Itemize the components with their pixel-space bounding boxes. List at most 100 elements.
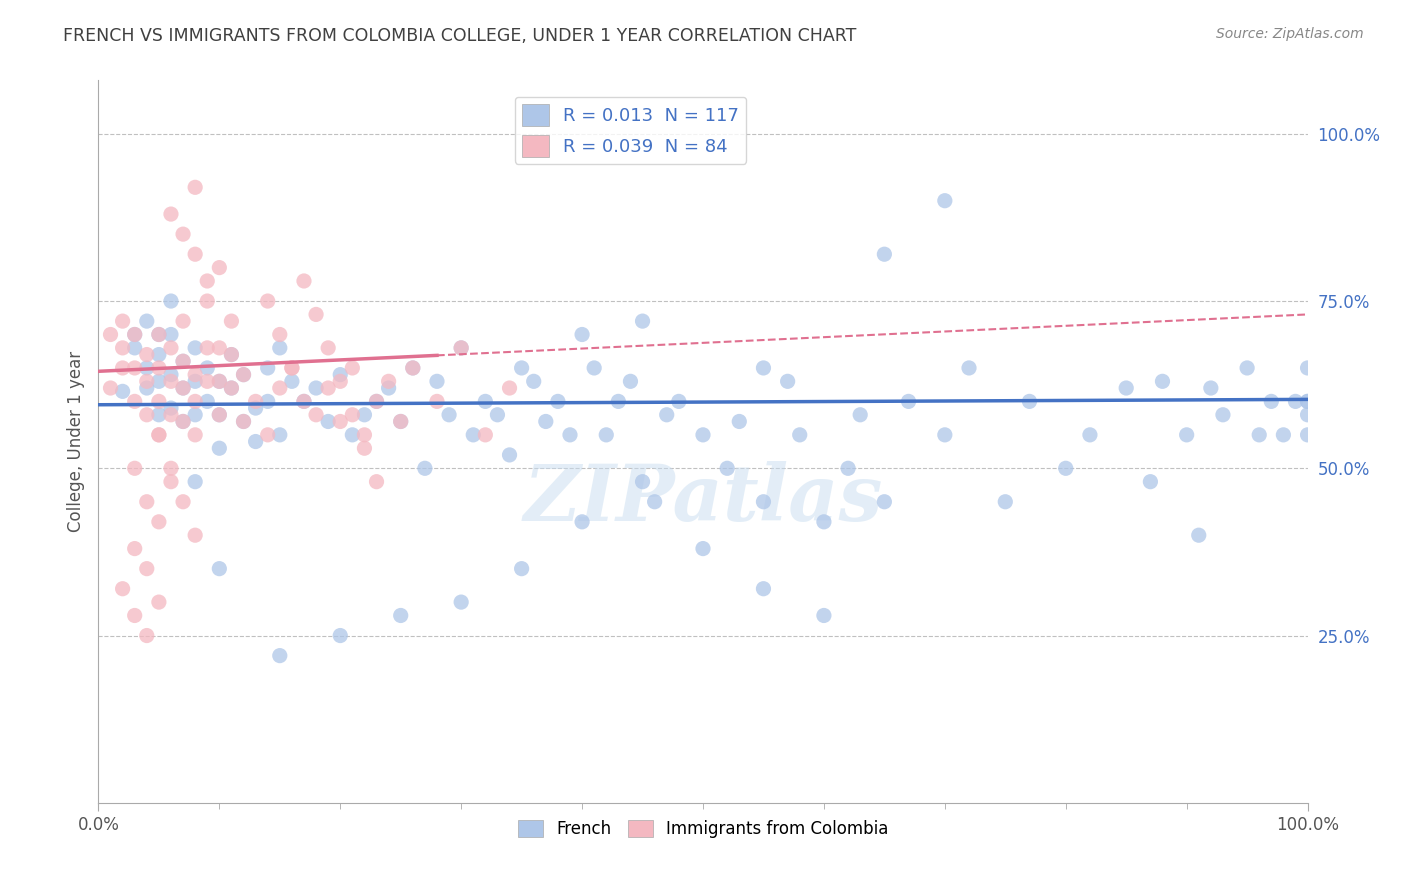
Point [1018, 394, 1040, 409]
Text: FRENCH VS IMMIGRANTS FROM COLOMBIA COLLEGE, UNDER 1 YEAR CORRELATION CHART: FRENCH VS IMMIGRANTS FROM COLOMBIA COLLE… [63, 27, 856, 45]
Point [595, 427, 617, 442]
Point [148, 361, 170, 376]
Point [135, 361, 157, 376]
Point [111, 384, 134, 399]
Point [160, 207, 183, 221]
Point [172, 381, 194, 395]
Point [148, 348, 170, 362]
Point [1212, 408, 1234, 422]
Point [329, 414, 352, 429]
Point [208, 408, 231, 422]
Point [1284, 394, 1306, 409]
Point [849, 408, 872, 422]
Point [510, 361, 533, 376]
Point [571, 327, 593, 342]
Point [195, 375, 218, 389]
Point [281, 361, 304, 376]
Text: Source: ZipAtlas.com: Source: ZipAtlas.com [1216, 27, 1364, 41]
Point [111, 341, 134, 355]
Point [160, 327, 183, 342]
Point [208, 375, 231, 389]
Point [100, 381, 122, 395]
Point [148, 375, 170, 389]
Point [631, 475, 654, 489]
Point [160, 294, 183, 309]
Point [389, 608, 412, 623]
Point [124, 327, 146, 342]
Point [402, 361, 425, 376]
Point [135, 375, 157, 389]
Point [1054, 461, 1077, 475]
Point [172, 314, 194, 328]
Point [256, 427, 278, 442]
Point [329, 368, 352, 382]
Point [195, 394, 218, 409]
Point [752, 361, 775, 376]
Point [366, 475, 388, 489]
Point [1078, 427, 1101, 442]
Point [1115, 381, 1137, 395]
Point [1296, 408, 1319, 422]
Point [813, 608, 835, 623]
Point [245, 434, 267, 449]
Y-axis label: College, Under 1 year: College, Under 1 year [66, 351, 84, 533]
Point [305, 307, 328, 322]
Point [100, 327, 122, 342]
Point [221, 381, 243, 395]
Point [558, 427, 581, 442]
Point [1296, 394, 1319, 409]
Point [752, 494, 775, 508]
Point [195, 341, 218, 355]
Point [1139, 475, 1161, 489]
Point [1188, 528, 1211, 542]
Point [281, 361, 304, 376]
Point [184, 528, 207, 542]
Point [160, 461, 183, 475]
Point [413, 461, 436, 475]
Point [124, 608, 146, 623]
Point [172, 381, 194, 395]
Point [837, 461, 859, 475]
Point [124, 394, 146, 409]
Point [316, 414, 339, 429]
Legend: French, Immigrants from Colombia: French, Immigrants from Colombia [510, 814, 896, 845]
Point [389, 414, 412, 429]
Point [474, 427, 496, 442]
Point [342, 427, 364, 442]
Point [221, 381, 243, 395]
Point [1175, 427, 1198, 442]
Point [172, 414, 194, 429]
Point [184, 408, 207, 422]
Point [135, 562, 157, 576]
Point [510, 562, 533, 576]
Point [934, 194, 956, 208]
Point [934, 427, 956, 442]
Point [148, 427, 170, 442]
Point [184, 368, 207, 382]
Point [195, 361, 218, 376]
Point [124, 361, 146, 376]
Point [269, 381, 291, 395]
Point [135, 408, 157, 422]
Point [1236, 361, 1258, 376]
Point [184, 341, 207, 355]
Point [135, 314, 157, 328]
Point [692, 541, 714, 556]
Point [486, 408, 509, 422]
Point [184, 427, 207, 442]
Point [1152, 375, 1174, 389]
Point [498, 448, 520, 462]
Point [498, 381, 520, 395]
Point [1199, 381, 1222, 395]
Point [607, 394, 630, 409]
Point [208, 408, 231, 422]
Point [135, 628, 157, 642]
Point [148, 327, 170, 342]
Point [342, 361, 364, 376]
Point [292, 394, 315, 409]
Point [124, 327, 146, 342]
Point [256, 394, 278, 409]
Point [1249, 427, 1271, 442]
Point [752, 582, 775, 596]
Point [292, 274, 315, 288]
